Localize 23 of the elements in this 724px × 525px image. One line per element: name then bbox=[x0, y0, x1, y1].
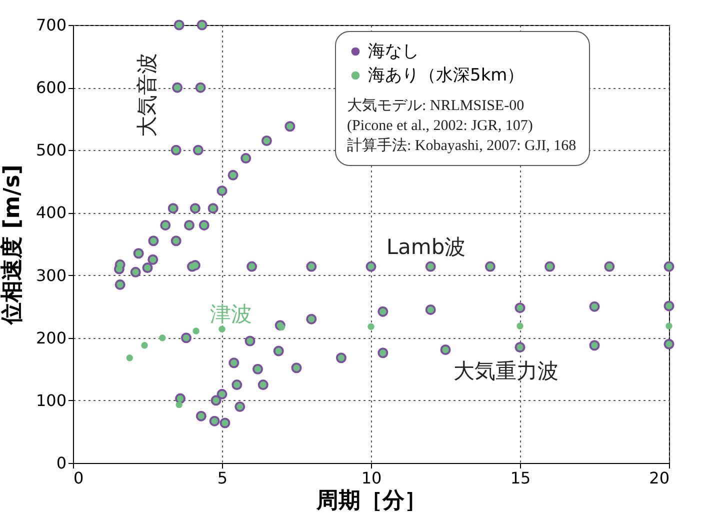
y-tick-label: 300 bbox=[36, 266, 66, 285]
y-tick-label: 100 bbox=[36, 390, 66, 410]
y-tick-label: 600 bbox=[36, 78, 66, 98]
legend-label: 海あり（水深5km） bbox=[368, 66, 524, 86]
x-tick-label: 20 bbox=[649, 468, 670, 488]
annotation: 大気モデル: NRLMSISE-00 bbox=[347, 97, 524, 114]
annotation: 大気音波 bbox=[135, 53, 159, 137]
legend-label: 海なし bbox=[368, 42, 419, 62]
x-tick-label: 5 bbox=[217, 468, 228, 488]
y-tick-label: 0 bbox=[56, 454, 66, 472]
x-tick-label: 0 bbox=[74, 468, 84, 488]
y-tick-label: 400 bbox=[36, 203, 66, 222]
annotation: 津波 bbox=[210, 302, 252, 326]
annotation: (Picone et al., 2002: JGR, 107) bbox=[347, 118, 533, 134]
annotation: Lamb波 bbox=[386, 235, 466, 259]
annotation: 計算手法: Kobayashi, 2007: GJI, 168 bbox=[347, 137, 576, 154]
y-tick-label: 200 bbox=[36, 328, 66, 348]
y-tick-label: 700 bbox=[36, 16, 66, 34]
x-tick-label: 10 bbox=[361, 468, 382, 488]
annotation: 大気重力波 bbox=[454, 359, 558, 383]
y-axis-title: 位相速度 [m/s] bbox=[0, 164, 25, 326]
y-tick-label: 500 bbox=[36, 140, 66, 160]
x-tick-label: 15 bbox=[510, 468, 531, 488]
